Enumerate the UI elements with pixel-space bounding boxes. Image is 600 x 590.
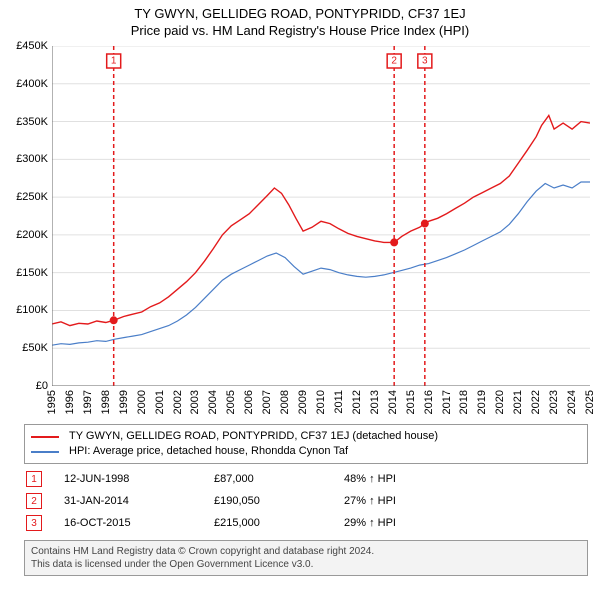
x-tick-label: 2000 (136, 390, 148, 414)
price-chart: 1 2 3 (52, 46, 590, 386)
marker-dot (110, 316, 118, 324)
y-tick-label: £350K (16, 116, 48, 128)
legend-item: HPI: Average price, detached house, Rhon… (31, 444, 581, 459)
x-tick-label: 1997 (82, 390, 94, 414)
chart-title: TY GWYN, GELLIDEG ROAD, PONTYPRIDD, CF37… (0, 0, 600, 21)
transaction-row: 3 16-OCT-2015£215,00029% ↑ HPI (24, 512, 588, 534)
x-tick-label: 2019 (476, 390, 488, 414)
x-tick-label: 2014 (387, 390, 399, 414)
transactions-table: 1 12-JUN-1998£87,00048% ↑ HPI 2 31-JAN-2014… (24, 468, 588, 534)
y-tick-label: £150K (16, 267, 48, 279)
y-tick-label: £250K (16, 191, 48, 203)
x-tick-label: 2021 (512, 390, 524, 414)
series-subject (52, 116, 590, 326)
transaction-price: £87,000 (214, 473, 344, 485)
x-tick-label: 2001 (154, 390, 166, 414)
transaction-date: 12-JUN-1998 (64, 473, 214, 485)
transaction-delta: 29% ↑ HPI (344, 517, 588, 529)
y-tick-label: £400K (16, 78, 48, 90)
x-tick-label: 2025 (584, 390, 596, 414)
x-tick-label: 2016 (423, 390, 435, 414)
x-tick-label: 1995 (46, 390, 58, 414)
x-tick-label: 2002 (172, 390, 184, 414)
x-tick-label: 2005 (225, 390, 237, 414)
x-tick-label: 2008 (279, 390, 291, 414)
y-tick-label: £200K (16, 229, 48, 241)
x-tick-label: 2009 (297, 390, 309, 414)
x-tick-label: 2012 (351, 390, 363, 414)
transaction-price: £215,000 (214, 517, 344, 529)
y-tick-label: £300K (16, 153, 48, 165)
x-tick-label: 2024 (566, 390, 578, 414)
series-hpi (52, 182, 590, 345)
x-tick-label: 2013 (369, 390, 381, 414)
chart-legend: TY GWYN, GELLIDEG ROAD, PONTYPRIDD, CF37… (24, 424, 588, 464)
transaction-delta: 27% ↑ HPI (344, 495, 588, 507)
x-tick-label: 2011 (333, 390, 345, 414)
marker-dot (390, 238, 398, 246)
transaction-price: £190,050 (214, 495, 344, 507)
transaction-badge: 1 (26, 471, 42, 487)
legend-swatch-icon (31, 436, 59, 438)
x-tick-label: 1998 (100, 390, 112, 414)
transaction-badge: 3 (26, 515, 42, 531)
footer-line: Contains HM Land Registry data © Crown c… (31, 545, 581, 558)
marker-number: 2 (391, 56, 397, 67)
x-tick-label: 2023 (548, 390, 560, 414)
x-tick-label: 2010 (315, 390, 327, 414)
footer-line: This data is licensed under the Open Gov… (31, 558, 581, 571)
x-tick-label: 2015 (405, 390, 417, 414)
x-tick-label: 2018 (458, 390, 470, 414)
attribution-footer: Contains HM Land Registry data © Crown c… (24, 540, 588, 576)
marker-number: 3 (422, 56, 428, 67)
x-tick-label: 1996 (64, 390, 76, 414)
legend-label: TY GWYN, GELLIDEG ROAD, PONTYPRIDD, CF37… (69, 429, 438, 444)
chart-subtitle: Price paid vs. HM Land Registry's House … (0, 21, 600, 42)
legend-swatch-icon (31, 451, 59, 453)
x-tick-label: 2022 (530, 390, 542, 414)
transaction-date: 16-OCT-2015 (64, 517, 214, 529)
x-tick-label: 1999 (118, 390, 130, 414)
x-tick-label: 2004 (207, 390, 219, 414)
transaction-row: 2 31-JAN-2014£190,05027% ↑ HPI (24, 490, 588, 512)
y-tick-label: £50K (22, 342, 48, 354)
legend-label: HPI: Average price, detached house, Rhon… (69, 444, 348, 459)
x-tick-label: 2006 (243, 390, 255, 414)
x-tick-label: 2003 (189, 390, 201, 414)
marker-number: 1 (111, 56, 117, 67)
y-tick-label: £450K (16, 40, 48, 52)
legend-item: TY GWYN, GELLIDEG ROAD, PONTYPRIDD, CF37… (31, 429, 581, 444)
transaction-badge: 2 (26, 493, 42, 509)
transaction-row: 1 12-JUN-1998£87,00048% ↑ HPI (24, 468, 588, 490)
y-tick-label: £100K (16, 304, 48, 316)
marker-dot (421, 220, 429, 228)
x-tick-label: 2007 (261, 390, 273, 414)
transaction-delta: 48% ↑ HPI (344, 473, 588, 485)
x-tick-label: 2017 (441, 390, 453, 414)
transaction-date: 31-JAN-2014 (64, 495, 214, 507)
x-tick-label: 2020 (494, 390, 506, 414)
